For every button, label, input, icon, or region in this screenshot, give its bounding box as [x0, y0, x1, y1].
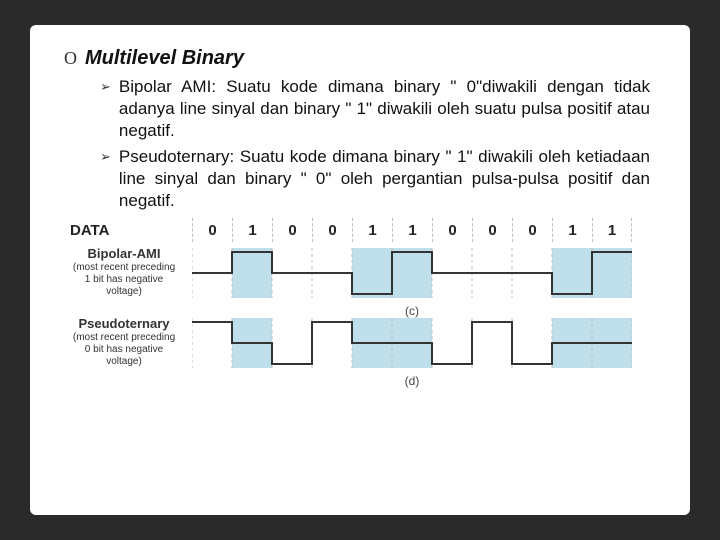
title-row: O Multilevel Binary — [64, 47, 656, 70]
wave-label: Bipolar-AMI (most recent preceding 1 bit … — [70, 248, 178, 298]
bit-sequence: 01001100011 — [192, 218, 632, 242]
item-label: Bipolar AMI: — [119, 77, 216, 96]
wave-sublabel: (most recent preceding 0 bit has negativ… — [70, 332, 178, 368]
bit-cell: 0 — [192, 218, 232, 242]
list-text: Bipolar AMI: Suatu kode dimana binary " … — [119, 76, 650, 142]
waveform-svg — [192, 248, 632, 298]
caption: (c) — [192, 304, 632, 318]
list-text: Pseudoternary: Suatu kode dimana binary … — [119, 146, 650, 212]
bit-cell: 0 — [512, 218, 552, 242]
wave-sublabel: (most recent preceding 1 bit has negativ… — [70, 262, 178, 298]
data-label: DATA — [70, 222, 178, 239]
bit-cell: 1 — [352, 218, 392, 242]
bit-cell: 1 — [552, 218, 592, 242]
bit-cell: 1 — [232, 218, 272, 242]
page-title: Multilevel Binary — [85, 47, 244, 70]
slide: O Multilevel Binary ➢ Bipolar AMI: Suatu… — [30, 25, 690, 515]
item-label: Pseudoternary: — [119, 147, 234, 166]
wave-label: Pseudoternary (most recent preceding 0 bi… — [70, 318, 178, 368]
wave-row: Pseudoternary (most recent preceding 0 bi… — [70, 318, 656, 368]
bit-cell: 0 — [472, 218, 512, 242]
caption: (d) — [192, 374, 632, 388]
encoding-diagram: DATA 01001100011 Bipolar-AMI(most recent… — [64, 218, 656, 388]
wave-name: Pseudoternary — [70, 318, 178, 330]
bit-cell: 0 — [432, 218, 472, 242]
bit-cell: 1 — [392, 218, 432, 242]
wave-name: Bipolar-AMI — [70, 248, 178, 260]
bit-cell: 0 — [272, 218, 312, 242]
list-item: ➢ Bipolar AMI: Suatu kode dimana binary … — [100, 76, 650, 142]
bit-cell: 1 — [592, 218, 632, 242]
waveforms: Bipolar-AMI (most recent preceding 1 bit … — [64, 248, 656, 388]
title-bullet: O — [64, 48, 77, 69]
bullet-list: ➢ Bipolar AMI: Suatu kode dimana binary … — [100, 76, 650, 212]
bit-cell: 0 — [312, 218, 352, 242]
triangle-icon: ➢ — [100, 76, 111, 142]
caption-row: (d) — [64, 374, 656, 388]
data-bits-row: DATA 01001100011 — [70, 218, 656, 242]
waveform-svg — [192, 318, 632, 368]
triangle-icon: ➢ — [100, 146, 111, 212]
wave-row: Bipolar-AMI (most recent preceding 1 bit … — [70, 248, 656, 298]
list-item: ➢ Pseudoternary: Suatu kode dimana binar… — [100, 146, 650, 212]
